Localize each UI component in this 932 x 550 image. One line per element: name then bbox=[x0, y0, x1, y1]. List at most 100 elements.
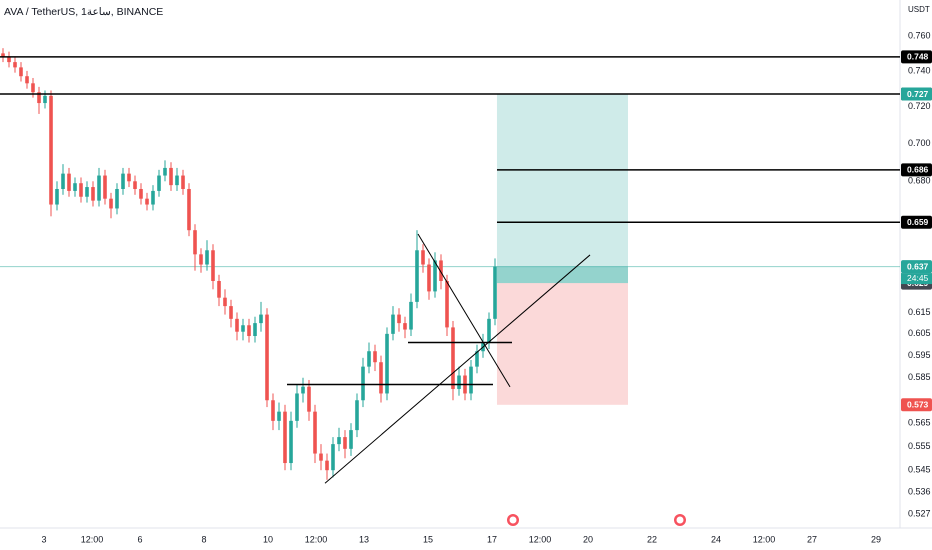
target-badge-label: 0.727 bbox=[907, 89, 929, 99]
candle-body bbox=[439, 260, 443, 281]
currency-label: USDT bbox=[908, 5, 930, 14]
candle-body bbox=[169, 167, 173, 186]
candle-body bbox=[181, 175, 185, 189]
level-badge bbox=[901, 163, 932, 177]
candle-body bbox=[127, 173, 131, 182]
price-badge-label: 0.637 bbox=[907, 261, 929, 271]
candle-body bbox=[7, 56, 11, 63]
candle-body bbox=[139, 188, 143, 199]
candle-body bbox=[229, 306, 233, 319]
candle-body bbox=[223, 297, 227, 307]
candle-body bbox=[451, 327, 455, 389]
candle-body bbox=[25, 76, 29, 84]
candle-body bbox=[385, 333, 389, 394]
candle-body bbox=[49, 95, 53, 205]
x-tick-label: 20 bbox=[583, 534, 593, 544]
candle-body bbox=[151, 190, 155, 205]
candle-body bbox=[493, 266, 497, 319]
y-tick-label: 0.565 bbox=[908, 418, 931, 428]
stop-badge-label: 0.573 bbox=[907, 400, 929, 410]
x-tick-label: 12:00 bbox=[305, 534, 328, 544]
trend-line bbox=[417, 233, 511, 388]
event-flag[interactable] bbox=[674, 514, 686, 526]
flag-icon-inner bbox=[509, 516, 517, 524]
x-tick-label: 17 bbox=[487, 534, 497, 544]
candle-body bbox=[205, 250, 209, 265]
flag-icon-inner bbox=[676, 516, 684, 524]
target-badge bbox=[901, 87, 932, 101]
candle-body bbox=[421, 250, 425, 265]
x-tick-label: 12:00 bbox=[529, 534, 552, 544]
candle-body bbox=[391, 314, 395, 334]
candle-body bbox=[187, 188, 191, 231]
candle-body bbox=[265, 314, 269, 401]
candle-body bbox=[13, 62, 17, 68]
candle-body bbox=[337, 437, 341, 445]
level-badge bbox=[901, 50, 932, 64]
plot-area bbox=[0, 48, 900, 484]
candle-body bbox=[133, 181, 137, 189]
candle-body bbox=[37, 92, 41, 104]
candle-body bbox=[295, 393, 299, 421]
candle-body bbox=[397, 314, 401, 324]
position-open-pnl bbox=[496, 266, 628, 284]
x-tick-label: 15 bbox=[423, 534, 433, 544]
stop-badge bbox=[901, 398, 932, 412]
candle-body bbox=[427, 264, 431, 292]
x-tick-label: 6 bbox=[137, 534, 142, 544]
candle-body bbox=[199, 254, 203, 265]
countdown-badge bbox=[901, 273, 932, 285]
candle-body bbox=[445, 280, 449, 328]
candle-body bbox=[271, 400, 275, 421]
candle-body bbox=[409, 301, 413, 330]
candle-body bbox=[415, 250, 419, 302]
candle-body bbox=[283, 411, 287, 464]
candle-body bbox=[217, 280, 221, 298]
y-tick-label: 0.760 bbox=[908, 30, 931, 40]
y-tick-label: 0.545 bbox=[908, 465, 931, 475]
candle-body bbox=[487, 318, 491, 343]
candle-body bbox=[301, 386, 305, 394]
candle-body bbox=[235, 318, 239, 332]
candle-body bbox=[115, 188, 119, 209]
candle-body bbox=[103, 175, 107, 199]
candle-body bbox=[469, 366, 473, 394]
level-badge bbox=[901, 215, 932, 229]
y-tick-label: 0.585 bbox=[908, 372, 931, 382]
position-target-zone bbox=[496, 94, 628, 284]
candle-body bbox=[259, 314, 263, 324]
candle-body bbox=[85, 187, 89, 197]
level-badge-label: 0.748 bbox=[907, 52, 929, 62]
candle-body bbox=[325, 460, 329, 471]
candle-body bbox=[109, 198, 113, 209]
candle-body bbox=[253, 323, 257, 337]
candle-body bbox=[241, 325, 245, 332]
candle-body bbox=[61, 173, 65, 189]
candle-body bbox=[457, 375, 461, 389]
y-tick-label: 0.615 bbox=[908, 307, 931, 317]
symbol-title: AVA / TetherUS, 1ساعة, BINANCE bbox=[4, 6, 163, 18]
candle-body bbox=[319, 453, 323, 461]
y-tick-label: 0.605 bbox=[908, 328, 931, 338]
x-tick-label: 8 bbox=[201, 534, 206, 544]
x-tick-label: 24 bbox=[711, 534, 721, 544]
candle-body bbox=[19, 67, 23, 77]
candle-body bbox=[67, 173, 71, 191]
candle-body bbox=[373, 351, 377, 363]
candle-body bbox=[277, 411, 281, 421]
candle-body bbox=[289, 420, 293, 464]
candle-body bbox=[163, 167, 167, 176]
candle-body bbox=[361, 366, 365, 401]
x-tick-label: 27 bbox=[807, 534, 817, 544]
x-tick-label: 22 bbox=[647, 534, 657, 544]
y-tick-label: 0.740 bbox=[908, 65, 931, 75]
y-tick-label: 0.680 bbox=[908, 176, 931, 186]
candle-body bbox=[91, 187, 95, 201]
y-tick-label: 0.700 bbox=[908, 138, 931, 148]
candle-body bbox=[247, 325, 251, 337]
event-flag[interactable] bbox=[507, 514, 519, 526]
candle-body bbox=[367, 351, 371, 367]
x-tick-label: 13 bbox=[359, 534, 369, 544]
